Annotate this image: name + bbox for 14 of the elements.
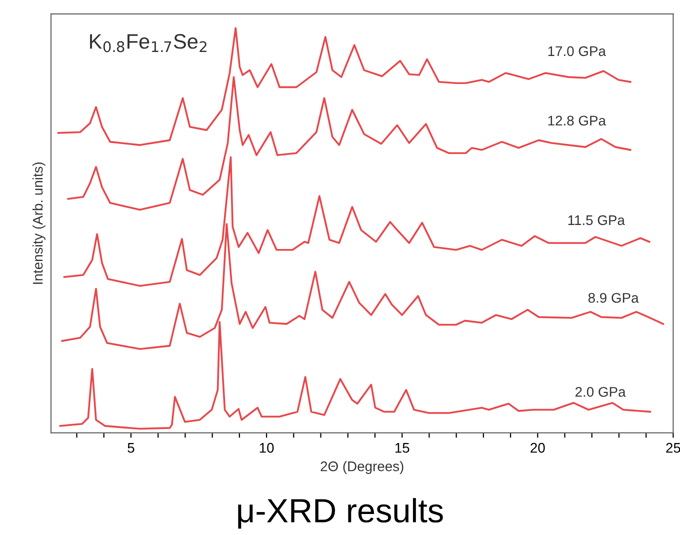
x-tick-label: 20 bbox=[530, 442, 545, 453]
x-tick-label: 15 bbox=[395, 443, 410, 453]
x-tick-label: 25 bbox=[666, 442, 680, 453]
series-label: 2.0 GPa bbox=[576, 386, 626, 397]
chart-title: K$_{0.8}$Fe$_{1.7}$Se$_{2}$ bbox=[90, 34, 206, 52]
y-axis-title: Intensity (Arb. units) bbox=[32, 162, 46, 284]
x-tick-label: 5 bbox=[128, 443, 134, 453]
series-label: 12.8 GPa bbox=[548, 116, 606, 126]
x-axis-title: 2Θ (Degrees) bbox=[320, 461, 404, 474]
text: μ-XRD results bbox=[238, 498, 443, 529]
x-tick-label: 10 bbox=[260, 442, 274, 453]
series-label: 11.5 GPa bbox=[568, 215, 625, 226]
series-label: 17.0 GPa bbox=[548, 46, 606, 56]
series-label: 8.9 GPa bbox=[588, 292, 639, 303]
